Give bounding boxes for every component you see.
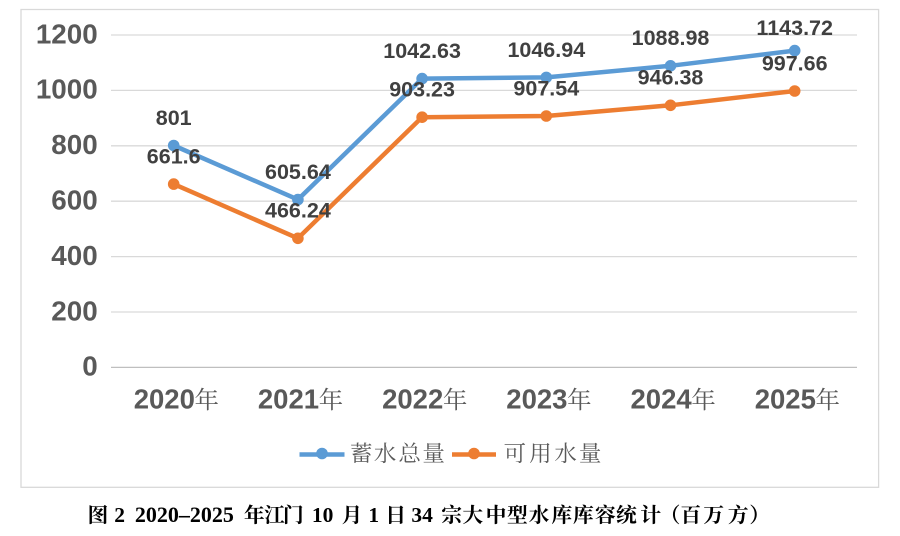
- svg-text:2024: 2024: [631, 384, 693, 415]
- svg-text:600: 600: [51, 185, 97, 216]
- svg-text:661.6: 661.6: [147, 145, 201, 169]
- svg-text:907.54: 907.54: [513, 76, 579, 100]
- svg-text:997.66: 997.66: [762, 51, 828, 75]
- svg-text:903.23: 903.23: [389, 78, 455, 102]
- svg-text:1042.63: 1042.63: [383, 39, 461, 63]
- svg-text:605.64: 605.64: [265, 160, 331, 184]
- svg-text:2020: 2020: [134, 384, 195, 415]
- svg-text:10: 10: [312, 503, 334, 527]
- svg-text:1: 1: [368, 503, 379, 527]
- svg-text:2025: 2025: [755, 384, 816, 415]
- svg-text:466.24: 466.24: [265, 199, 331, 223]
- svg-text:1046.94: 1046.94: [507, 38, 585, 62]
- svg-text:1143.72: 1143.72: [756, 16, 833, 40]
- svg-text:1088.98: 1088.98: [632, 26, 710, 50]
- svg-text:2: 2: [114, 503, 125, 527]
- svg-text:34: 34: [411, 503, 433, 527]
- svg-text:2020–2025: 2020–2025: [135, 502, 234, 527]
- svg-text:1000: 1000: [36, 74, 98, 105]
- svg-text:801: 801: [156, 106, 192, 130]
- svg-text:0: 0: [82, 351, 97, 382]
- svg-text:1200: 1200: [36, 18, 98, 49]
- svg-text:200: 200: [51, 295, 97, 326]
- svg-text:800: 800: [51, 129, 97, 160]
- svg-text:2022: 2022: [382, 384, 443, 415]
- svg-text:2023: 2023: [506, 384, 567, 415]
- svg-text:946.38: 946.38: [638, 66, 704, 90]
- svg-text:400: 400: [51, 240, 97, 271]
- svg-text:2021: 2021: [258, 384, 319, 415]
